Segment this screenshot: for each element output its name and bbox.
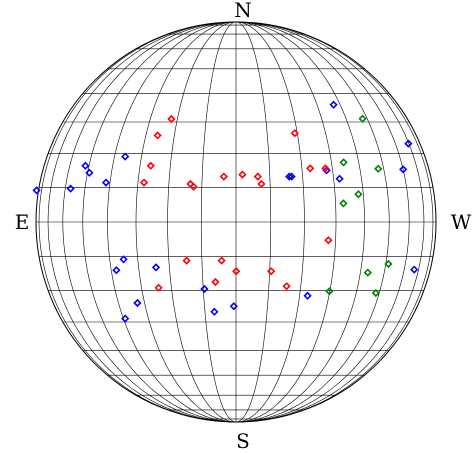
outer-circle <box>35 21 437 423</box>
green-data-point <box>325 287 334 296</box>
green-data-point <box>339 158 348 167</box>
blue-data-point <box>32 186 41 195</box>
red-data-point <box>253 172 262 181</box>
blue-data-point <box>121 152 130 161</box>
data-points <box>32 100 419 323</box>
stereonet-grid <box>35 21 437 423</box>
blue-data-point <box>66 184 75 193</box>
red-data-point <box>217 256 226 265</box>
red-data-point <box>219 172 228 181</box>
red-data-point <box>282 282 291 291</box>
west-label: W <box>451 210 472 234</box>
red-data-point <box>182 256 191 265</box>
red-data-point <box>154 283 163 292</box>
blue-data-point <box>200 284 209 294</box>
north-label: N <box>234 0 252 22</box>
red-data-point <box>189 182 198 191</box>
blue-data-point <box>404 139 413 148</box>
blue-data-point <box>322 166 331 175</box>
blue-data-point <box>85 168 94 177</box>
red-data-point <box>257 179 266 189</box>
red-data-point <box>290 129 299 138</box>
blue-data-point <box>229 302 238 311</box>
green-data-point <box>363 268 372 277</box>
green-data-point <box>371 288 380 298</box>
red-data-point <box>146 161 155 170</box>
blue-data-point <box>133 298 142 308</box>
blue-data-point <box>121 314 130 323</box>
blue-data-point <box>151 263 161 272</box>
red-data-point <box>267 267 276 276</box>
blue-data-point <box>303 291 312 300</box>
blue-data-point <box>410 265 419 274</box>
green-data-point <box>374 164 383 173</box>
blue-data-point <box>101 178 111 187</box>
blue-data-point <box>335 174 344 183</box>
red-data-point <box>139 178 149 187</box>
red-data-point <box>238 170 247 179</box>
red-data-point <box>324 236 333 245</box>
red-data-point <box>153 131 162 140</box>
green-data-point <box>384 259 393 269</box>
blue-data-point <box>399 165 408 174</box>
blue-data-point <box>329 100 338 109</box>
blue-data-point <box>119 255 128 264</box>
green-data-point <box>358 114 367 123</box>
red-data-point <box>321 164 330 173</box>
red-data-point <box>232 267 241 276</box>
red-data-point <box>306 164 315 173</box>
blue-data-point <box>287 172 296 181</box>
blue-data-point <box>285 172 294 181</box>
blue-data-point <box>81 161 90 170</box>
red-data-point <box>167 114 176 124</box>
south-label: S <box>236 429 250 453</box>
red-data-point <box>211 277 220 287</box>
blue-data-point <box>112 266 121 275</box>
blue-data-point <box>210 307 219 316</box>
green-data-point <box>354 190 363 199</box>
green-data-point <box>339 199 348 208</box>
east-label: E <box>15 210 30 234</box>
